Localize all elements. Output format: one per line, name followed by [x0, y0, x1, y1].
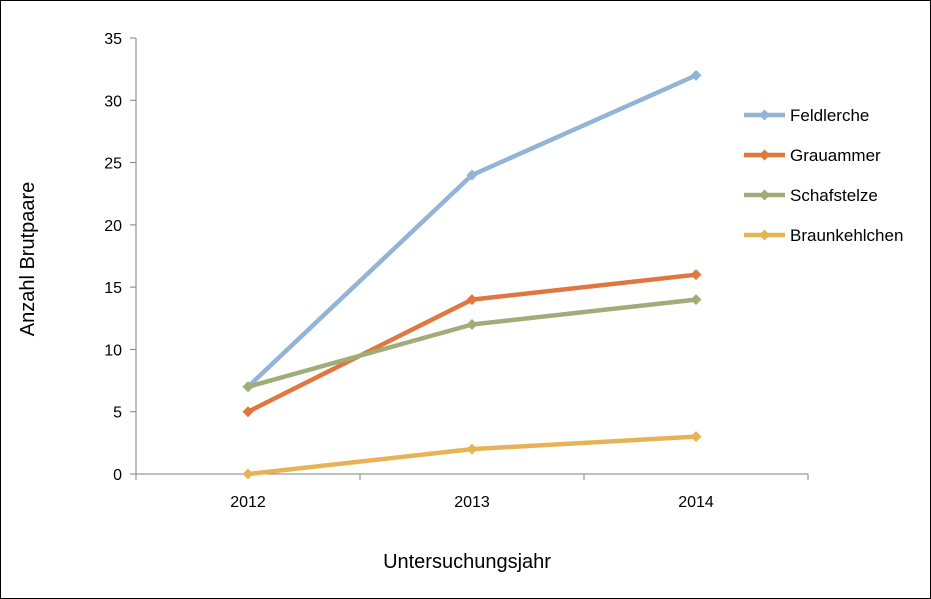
x-tick-label: 2013	[454, 494, 490, 511]
data-point	[690, 269, 702, 281]
series-line	[247, 434, 697, 477]
series-line	[247, 297, 697, 389]
data-point	[690, 431, 702, 443]
legend-label: Braunkehlchen	[790, 226, 903, 245]
y-tick-label: 20	[104, 218, 122, 235]
series-layer	[242, 69, 702, 480]
y-tick-label: 0	[113, 467, 122, 484]
legend-label: Schafstelze	[790, 186, 878, 205]
series-braunkehlchen	[242, 431, 702, 480]
x-tick-label: 2012	[230, 494, 266, 511]
series-feldlerche	[242, 69, 702, 393]
legend-label: Grauammer	[790, 146, 881, 165]
series-schafstelze	[242, 294, 702, 393]
axes: 0 5 10 15 20 25 30 35 2012 2013 2014	[104, 31, 809, 511]
data-point	[690, 294, 702, 306]
series-line	[246, 73, 697, 389]
data-point	[466, 169, 478, 181]
y-tick-label: 25	[104, 156, 122, 173]
data-point	[466, 294, 478, 306]
data-point	[466, 319, 478, 331]
x-tick-label: 2014	[678, 494, 714, 511]
legend-item: Braunkehlchen	[744, 226, 903, 245]
legend-label: Feldlerche	[790, 106, 869, 125]
y-tick-label: 30	[104, 93, 122, 110]
data-point	[242, 406, 254, 418]
legend: Feldlerche Grauammer Schafstelze Braunkehlc…	[744, 106, 903, 245]
legend-item: Grauammer	[744, 146, 881, 165]
data-point	[690, 69, 702, 81]
data-point	[242, 381, 254, 393]
legend-marker	[759, 109, 770, 121]
y-axis-title: Anzahl Brutpaare	[17, 182, 39, 337]
legend-item: Schafstelze	[744, 186, 878, 205]
legend-item: Feldlerche	[744, 106, 869, 125]
y-tick-label: 15	[104, 280, 122, 297]
series-grauammer	[242, 269, 702, 418]
y-tick-label: 35	[104, 31, 122, 48]
legend-marker	[759, 149, 770, 161]
y-tick-label: 10	[104, 342, 122, 359]
data-point	[242, 468, 254, 480]
legend-marker	[759, 229, 770, 241]
legend-marker	[759, 189, 770, 201]
data-point	[466, 443, 478, 455]
y-tick-label: 5	[113, 405, 122, 422]
x-axis-title: Untersuchungsjahr	[383, 551, 551, 573]
